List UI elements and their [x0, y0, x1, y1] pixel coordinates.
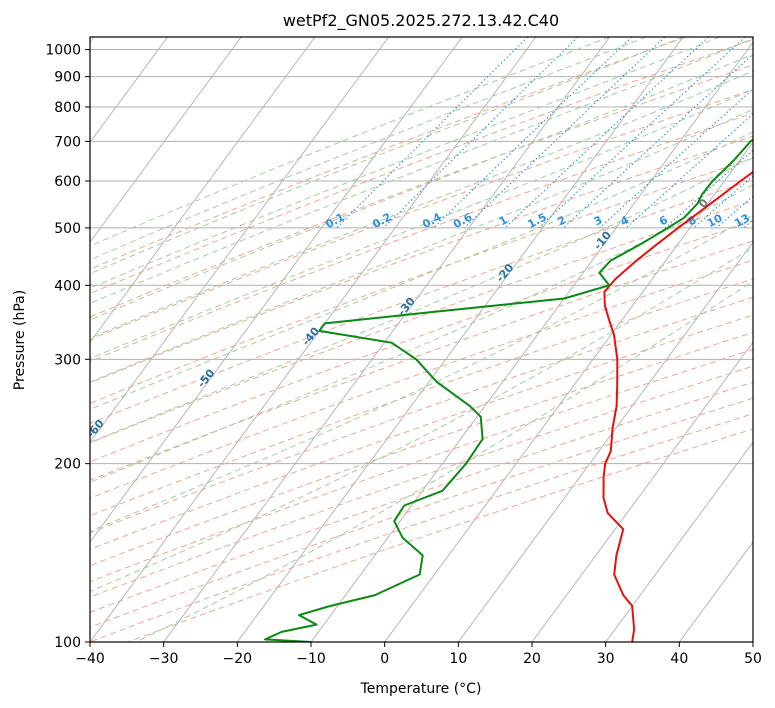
dry-adiabat [90, 157, 753, 404]
dry-adiabat [90, 240, 753, 481]
moist-adiabat [90, 37, 647, 261]
moist-adiabat [90, 37, 610, 247]
isotherm-line [90, 37, 242, 243]
y-axis-label: Pressure (hPa) [12, 290, 28, 390]
moist-adiabat [135, 280, 753, 642]
dry-adiabat [90, 37, 687, 270]
isotherm-line [90, 37, 537, 642]
mixing-ratio-line [563, 53, 753, 229]
dry-adiabat [90, 220, 753, 463]
x-tick-label: −40 [75, 651, 105, 667]
x-tick-label: −30 [149, 651, 179, 667]
isotherm-line [90, 37, 389, 443]
y-tick-label: 100 [54, 635, 81, 651]
x-tick-label: 50 [744, 651, 762, 667]
isotherm-line [605, 441, 753, 642]
dry-adiabat [90, 179, 753, 424]
moist-adiabat [90, 53, 753, 321]
moist-adiabat [90, 156, 753, 443]
y-tick-label: 200 [54, 457, 81, 473]
y-tick-label: 700 [54, 134, 81, 150]
y-tick-label: 800 [54, 100, 81, 116]
moist-adiabat [90, 88, 753, 360]
moist-adiabat [90, 214, 753, 532]
profile-lines [264, 138, 753, 642]
dry-adiabat [90, 135, 753, 384]
mixing-ratio-line [693, 175, 753, 229]
moist-adiabat [90, 37, 721, 289]
y-tick-label: 500 [54, 221, 81, 237]
dewpoint-line [264, 138, 753, 642]
plot-frame [89, 36, 754, 643]
y-tick-label: 900 [54, 70, 81, 86]
moist-adiabat [90, 37, 684, 275]
dry-adiabat [90, 64, 753, 318]
dry-adiabat [90, 331, 753, 567]
y-axis: 1000 900 800 700 600 500 400 300 200 100 [45, 43, 90, 651]
x-tick-label: 10 [449, 651, 467, 667]
dry-adiabat [90, 314, 753, 550]
x-axis-label: Temperature (°C) [360, 681, 482, 697]
dry-adiabat [90, 278, 753, 517]
isotherm-line [310, 41, 753, 642]
mixing-ratio-line [504, 37, 710, 229]
dry-adiabat [90, 88, 753, 341]
x-tick-label: 20 [523, 651, 541, 667]
isotherm-line [236, 37, 684, 642]
chart-title: wetPf2_GN05.2025.272.13.42.C40 [283, 11, 559, 31]
x-tick-label: 40 [670, 651, 688, 667]
isotherm-line [90, 37, 316, 343]
isotherm-line [90, 37, 463, 543]
temperature-line [602, 170, 753, 642]
isotherm-line [531, 341, 753, 642]
moist-adiabat [90, 70, 753, 339]
isotherm-line [90, 37, 168, 144]
moist-adiabat [90, 131, 753, 411]
mixing-ratio-line [599, 88, 753, 229]
y-tick-label: 1000 [45, 43, 81, 59]
y-tick-label: 300 [54, 352, 81, 368]
isotherm-line [384, 141, 753, 642]
dry-adiabat [90, 112, 753, 363]
moist-adiabat [90, 184, 753, 483]
x-tick-label: −20 [223, 651, 253, 667]
moist-adiabat [90, 246, 753, 592]
mixing-ratio-label: 10 [705, 211, 725, 230]
x-tick-label: 0 [380, 651, 389, 667]
mixing-ratio-line [433, 37, 633, 229]
mixing-ratio-line [336, 37, 529, 229]
x-tick-label: 30 [597, 651, 615, 667]
mixing-ratio-label: 13 [732, 211, 752, 230]
isotherm-line [457, 241, 753, 642]
x-tick-label: −10 [296, 651, 326, 667]
x-axis: −40 −30 −20 −10 0 10 20 30 40 50 [75, 642, 762, 667]
reference-lines: 0.10.20.40.611.52346810131620253036 [90, 37, 753, 642]
moist-adiabat [90, 38, 753, 305]
dry-adiabat [90, 381, 753, 613]
y-tick-label: 600 [54, 174, 81, 190]
dry-adiabat [90, 365, 753, 598]
y-tick-label: 400 [54, 278, 81, 294]
